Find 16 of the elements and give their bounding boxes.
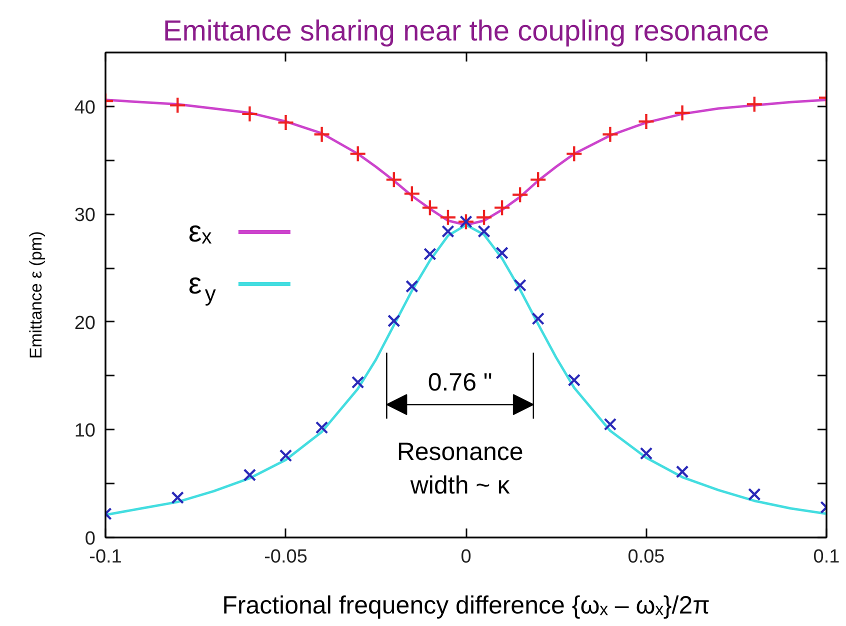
annotation: Resonance width ~ κ — [396, 438, 524, 500]
x-tick-label: 0.05 — [628, 546, 665, 568]
y-axis-title: Emittance ε (pm) — [26, 231, 46, 359]
y-tick-label: 10 — [74, 420, 96, 442]
y-tick-label: 0 — [84, 528, 96, 550]
x-tick-label: -0.1 — [89, 546, 122, 568]
x-axis-title: Fractional frequency difference {ωₓ – ωₓ}/2π — [222, 592, 710, 620]
y-tick-label: 40 — [74, 97, 96, 118]
y-tick-label: 30 — [74, 205, 96, 226]
chart-title: Emittance sharing near the coupling resonance — [162, 16, 770, 48]
x-tick-label: 0 — [460, 546, 472, 568]
annotation: 0.76 " — [428, 368, 492, 397]
y-tick-label: 20 — [74, 312, 96, 334]
x-tick-label: 0.1 — [813, 546, 840, 568]
x-tick-label: -0.05 — [264, 546, 308, 568]
legend-label: εₓ — [188, 215, 212, 248]
